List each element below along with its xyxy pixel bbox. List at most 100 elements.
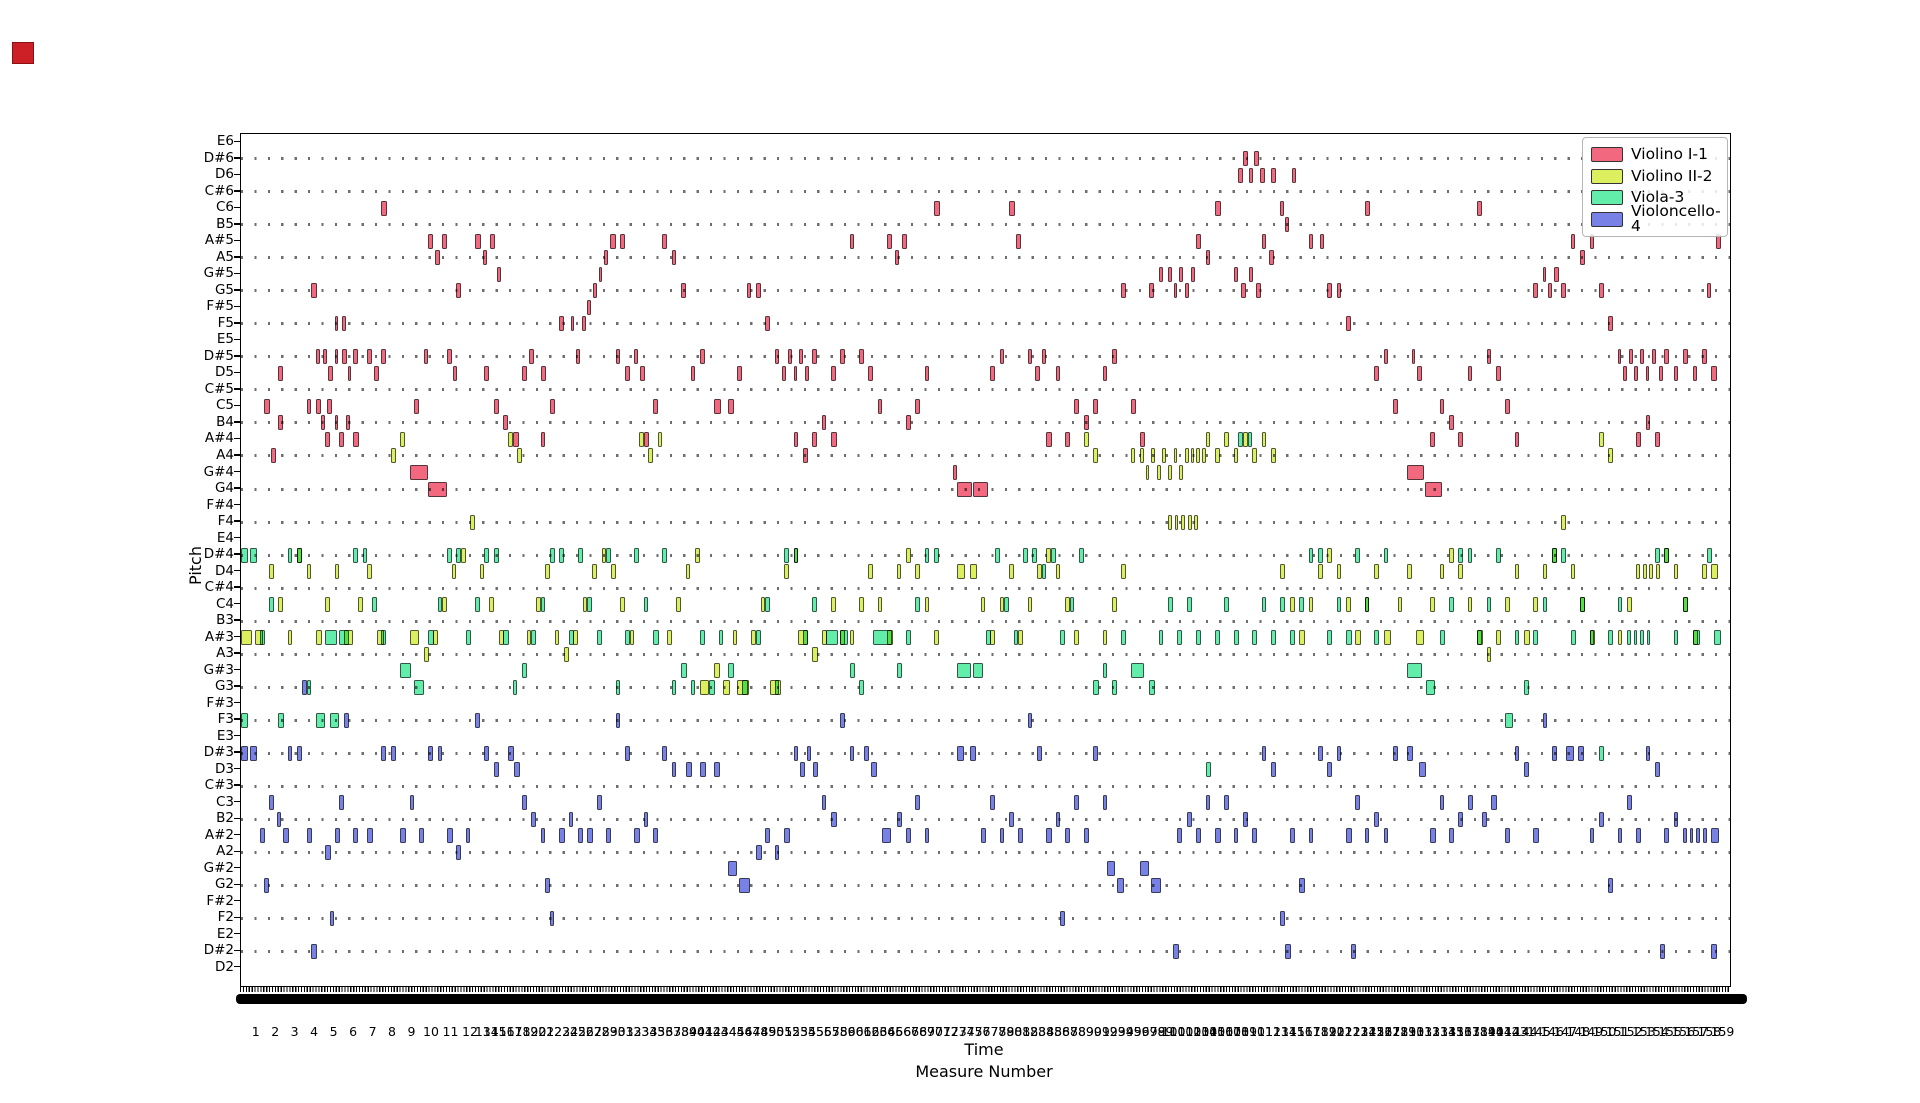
measure-number: 89 bbox=[1077, 1024, 1094, 1039]
note bbox=[1416, 630, 1424, 646]
note bbox=[475, 712, 480, 728]
note bbox=[1642, 564, 1647, 580]
note bbox=[1486, 597, 1492, 613]
measure-number: 20 bbox=[530, 1024, 547, 1039]
note bbox=[512, 679, 518, 695]
note bbox=[535, 597, 541, 613]
note bbox=[1308, 233, 1314, 249]
note bbox=[634, 349, 639, 365]
note bbox=[1083, 431, 1089, 447]
note bbox=[905, 415, 911, 431]
note bbox=[634, 547, 639, 563]
note bbox=[1093, 679, 1099, 695]
dotted-gridline bbox=[241, 322, 1730, 326]
pitch-label: C6 bbox=[215, 199, 234, 216]
note bbox=[409, 795, 415, 811]
note bbox=[400, 431, 405, 447]
note bbox=[1505, 597, 1510, 613]
note bbox=[381, 200, 388, 216]
note bbox=[648, 448, 654, 464]
pitch-tick bbox=[234, 470, 240, 473]
note bbox=[1041, 349, 1047, 365]
note bbox=[329, 712, 340, 728]
note bbox=[1319, 233, 1325, 249]
pitch-tick bbox=[234, 173, 240, 175]
note bbox=[1430, 828, 1436, 844]
note bbox=[1617, 828, 1623, 844]
note bbox=[624, 630, 630, 646]
note bbox=[264, 877, 270, 893]
note bbox=[699, 679, 710, 695]
note bbox=[484, 547, 490, 563]
note bbox=[1706, 283, 1712, 299]
note bbox=[1184, 448, 1189, 464]
note bbox=[325, 431, 330, 447]
note bbox=[334, 828, 341, 844]
note bbox=[1336, 745, 1342, 761]
note bbox=[1111, 597, 1117, 613]
note bbox=[550, 398, 555, 414]
note bbox=[545, 564, 551, 580]
measure-number: 81 bbox=[1014, 1024, 1031, 1039]
note bbox=[1364, 828, 1370, 844]
note bbox=[871, 762, 877, 778]
note bbox=[1013, 630, 1019, 646]
measure-number: 36 bbox=[657, 1024, 674, 1039]
measure-number: 32 bbox=[625, 1024, 642, 1039]
pitch-tick bbox=[234, 305, 240, 308]
note bbox=[1542, 712, 1548, 728]
measure-number: 150 bbox=[1592, 1024, 1617, 1039]
note bbox=[1406, 465, 1424, 480]
note bbox=[1570, 630, 1577, 646]
note bbox=[751, 630, 757, 646]
note bbox=[1016, 233, 1022, 249]
measure-number: 14 bbox=[482, 1024, 499, 1039]
note bbox=[1711, 365, 1717, 381]
note bbox=[1233, 828, 1239, 844]
note bbox=[1477, 630, 1482, 646]
note bbox=[526, 630, 532, 646]
note bbox=[969, 564, 978, 580]
note bbox=[782, 365, 787, 381]
measure-number: 100 bbox=[1161, 1024, 1186, 1039]
measure-number: 88 bbox=[1070, 1024, 1086, 1039]
note bbox=[695, 547, 700, 563]
note bbox=[973, 481, 989, 497]
note bbox=[1458, 431, 1464, 447]
note bbox=[882, 828, 891, 844]
legend-swatch bbox=[1591, 147, 1623, 163]
note bbox=[493, 547, 499, 563]
note bbox=[1261, 233, 1267, 249]
pitch-tick bbox=[234, 322, 240, 324]
note bbox=[1636, 431, 1642, 447]
pitch-label: C#6 bbox=[204, 182, 234, 199]
note bbox=[1074, 630, 1080, 646]
note bbox=[315, 712, 326, 728]
measure-number: 5 bbox=[329, 1024, 338, 1039]
note bbox=[373, 365, 379, 381]
pitch-label: D#2 bbox=[203, 942, 234, 959]
note bbox=[315, 398, 321, 414]
pitch-label: D#6 bbox=[203, 149, 234, 166]
note bbox=[428, 745, 433, 761]
note bbox=[1037, 745, 1042, 761]
note bbox=[342, 349, 347, 365]
note bbox=[804, 365, 810, 381]
note bbox=[624, 745, 630, 761]
note bbox=[1430, 431, 1435, 447]
note bbox=[1570, 564, 1576, 580]
note bbox=[802, 630, 808, 646]
legend-label: Violino II-2 bbox=[1631, 166, 1713, 185]
pitch-label: F#5 bbox=[206, 298, 234, 315]
note bbox=[1692, 365, 1698, 381]
measure-number: 112 bbox=[1257, 1024, 1281, 1039]
pitch-tick bbox=[234, 520, 240, 522]
note bbox=[1495, 547, 1501, 563]
note bbox=[606, 828, 611, 844]
note bbox=[531, 811, 536, 827]
note bbox=[685, 564, 691, 580]
measure-number: 54 bbox=[800, 1024, 816, 1039]
measure-number: 22 bbox=[546, 1024, 563, 1039]
pitch-tick bbox=[234, 701, 240, 704]
note bbox=[1608, 877, 1613, 893]
